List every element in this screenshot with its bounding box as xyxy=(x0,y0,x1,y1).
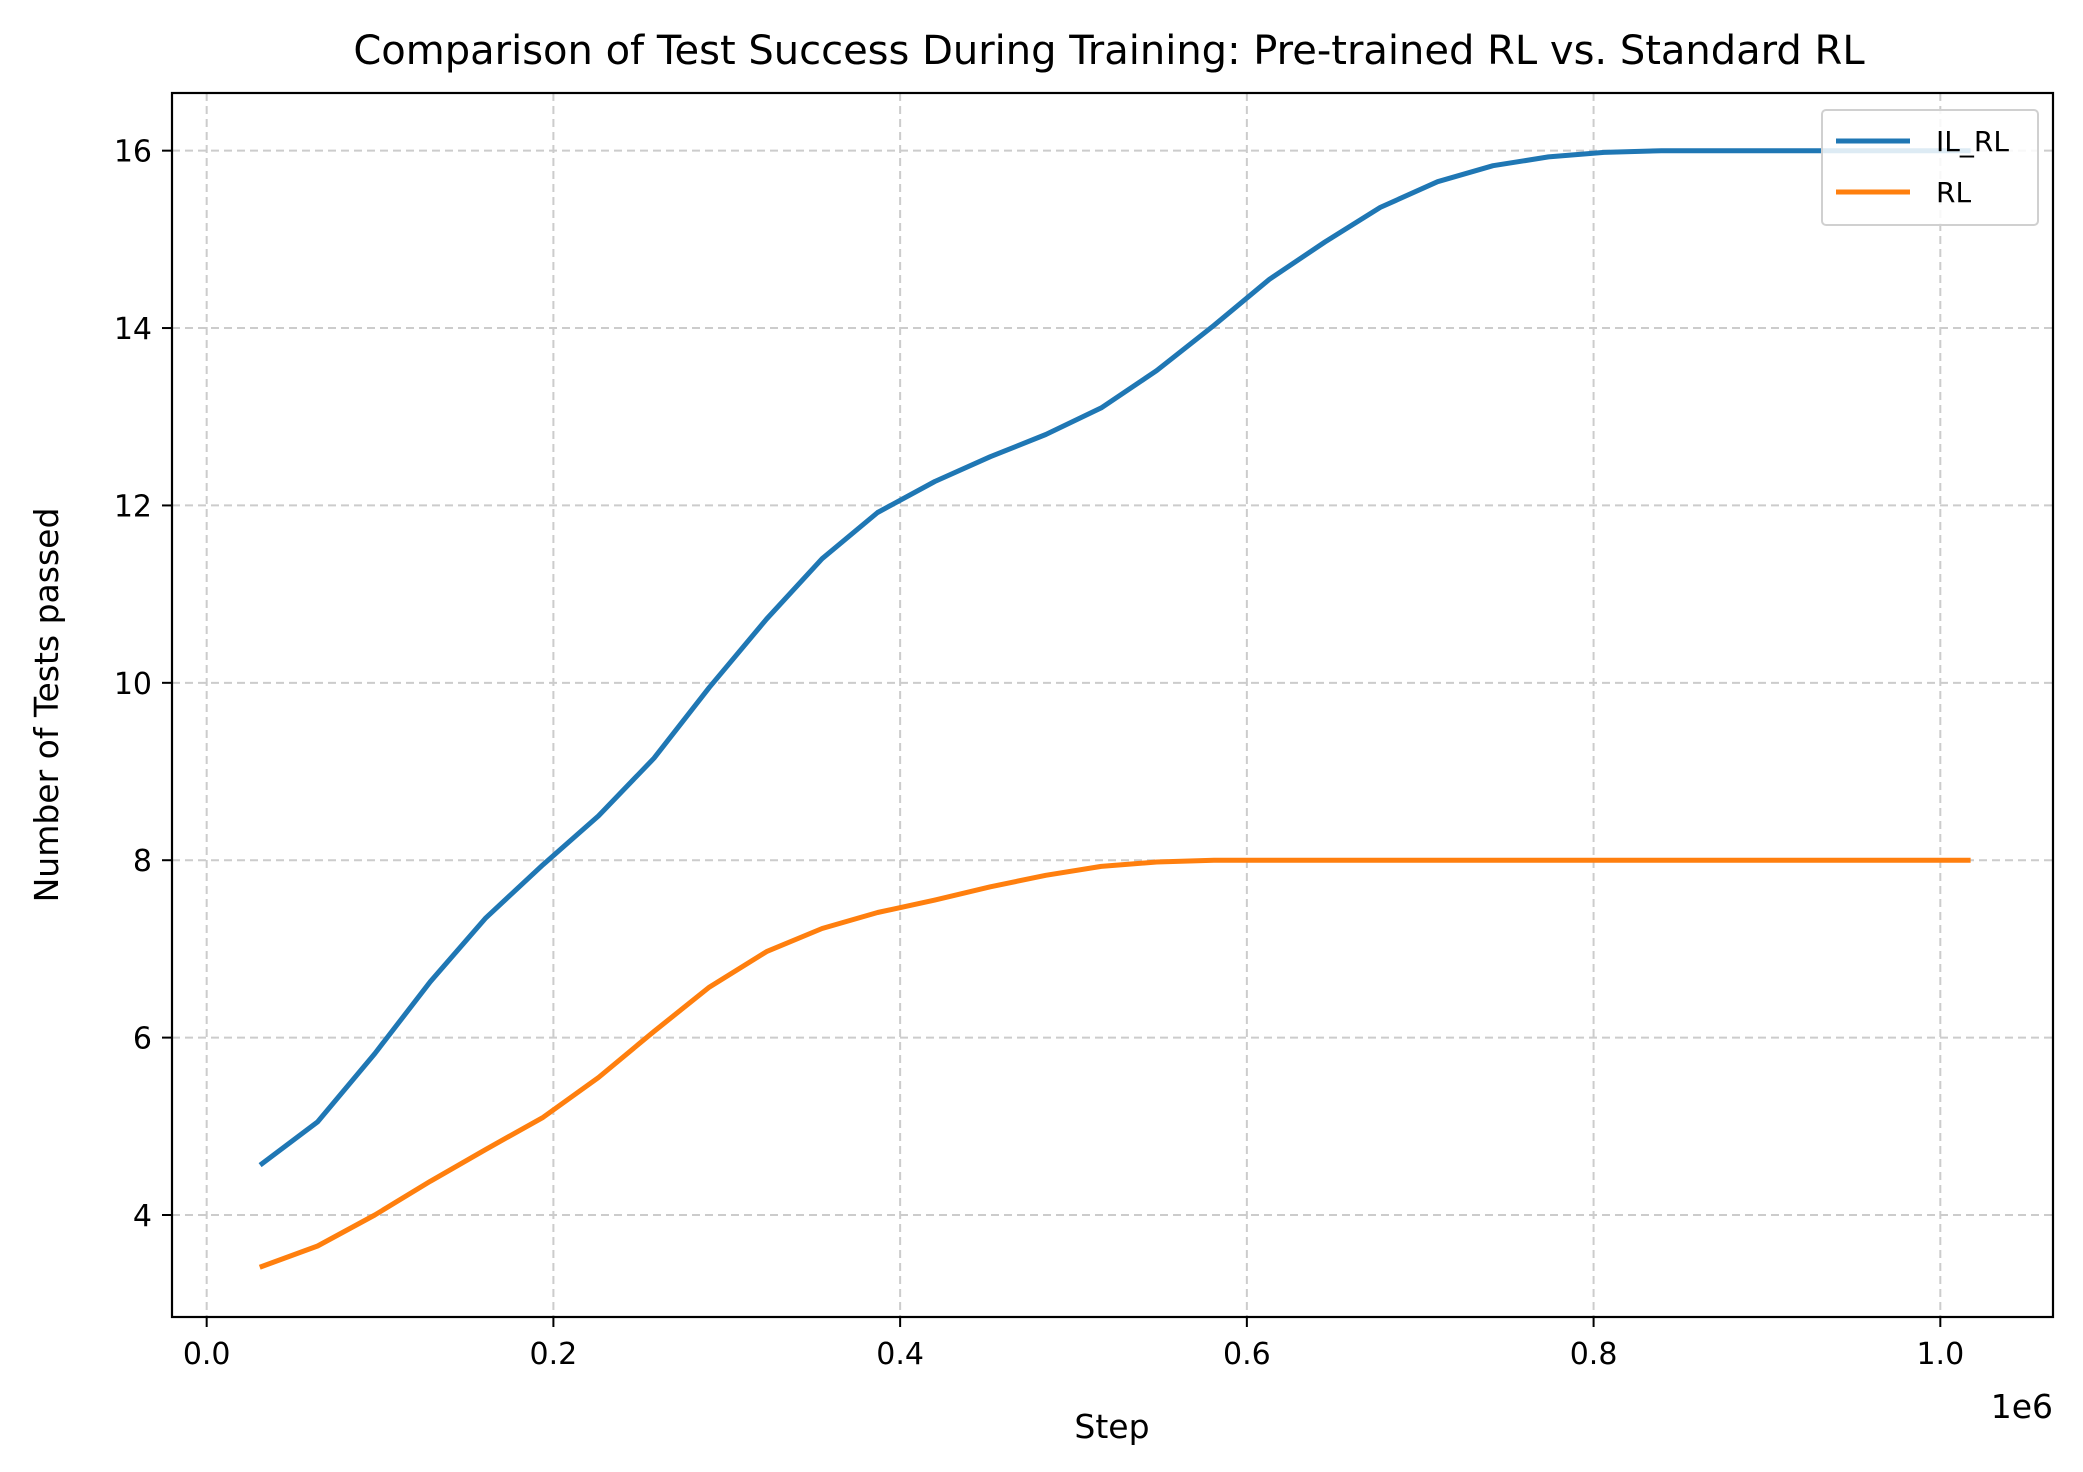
y-tick-label: 4 xyxy=(133,1199,152,1234)
legend-label-il-rl: IL_RL xyxy=(1936,125,2009,158)
y-axis-label: Number of Tests passed xyxy=(27,508,66,903)
plot-frame xyxy=(170,91,2055,1319)
x-tick-label: 1.0 xyxy=(1916,1337,1964,1372)
legend-label-rl: RL xyxy=(1936,176,1971,209)
x-axis-offset-label: 1e6 xyxy=(1991,1387,2053,1426)
y-tick-label: 6 xyxy=(133,1022,152,1057)
x-tick-label: 0.8 xyxy=(1570,1337,1618,1372)
series-line-il-rl xyxy=(258,148,1971,1168)
series-lines xyxy=(258,148,1971,1270)
x-tick-label: 0.0 xyxy=(183,1337,231,1372)
legend: IL_RL RL xyxy=(1821,109,2039,226)
y-tick-label: 12 xyxy=(114,489,152,524)
x-axis-ticks: 0.0 0.2 0.4 0.6 0.8 1.0 xyxy=(183,1317,1964,1372)
y-tick-label: 14 xyxy=(114,312,152,347)
y-tick-label: 16 xyxy=(114,135,152,170)
x-tick-label: 0.2 xyxy=(530,1337,578,1372)
y-tick-label: 10 xyxy=(114,667,152,702)
chart-title: Comparison of Test Success During Traini… xyxy=(353,28,1865,74)
x-axis-label: Step xyxy=(1074,1407,1149,1446)
y-tick-label: 8 xyxy=(133,844,152,879)
series-line-rl xyxy=(258,857,1971,1270)
y-axis-ticks: 4 6 8 10 12 14 16 xyxy=(114,135,172,1234)
x-tick-label: 0.4 xyxy=(876,1337,924,1372)
x-tick-label: 0.6 xyxy=(1223,1337,1271,1372)
